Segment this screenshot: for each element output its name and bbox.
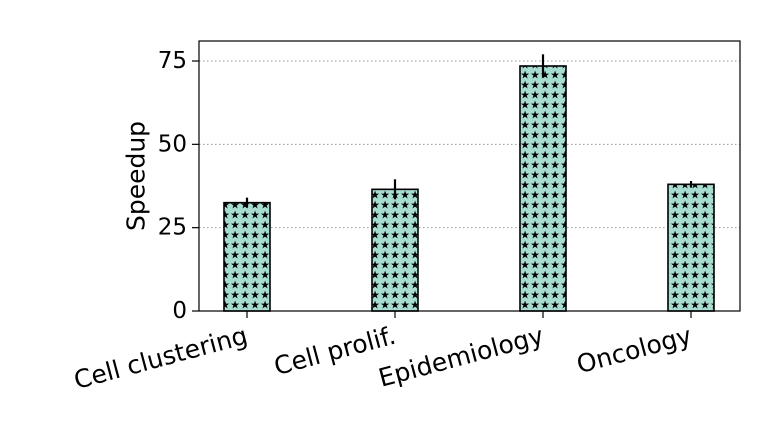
x-tick-label: Oncology — [574, 321, 695, 379]
x-axis-ticks: Cell clustering Cell prolif.Epidemiology O… — [71, 311, 695, 395]
bars — [223, 65, 715, 312]
y-tick-label: 75 — [158, 48, 187, 74]
plot-frame — [198, 40, 741, 312]
bar — [667, 183, 715, 312]
error-bars — [245, 54, 693, 208]
y-tick-label: 0 — [172, 298, 187, 324]
y-tick-label: 25 — [158, 215, 187, 241]
bar — [519, 65, 567, 312]
y-axis-ticks: 0 25 50 75 — [158, 48, 199, 324]
bar — [223, 201, 271, 312]
grid-lines — [199, 60, 740, 229]
bar — [371, 188, 419, 312]
y-tick-label: 50 — [158, 131, 187, 157]
y-axis-title: Speedup — [122, 121, 151, 231]
x-tick-label: Epidemiology — [375, 321, 546, 393]
x-tick-label: Cell clustering — [71, 321, 251, 395]
